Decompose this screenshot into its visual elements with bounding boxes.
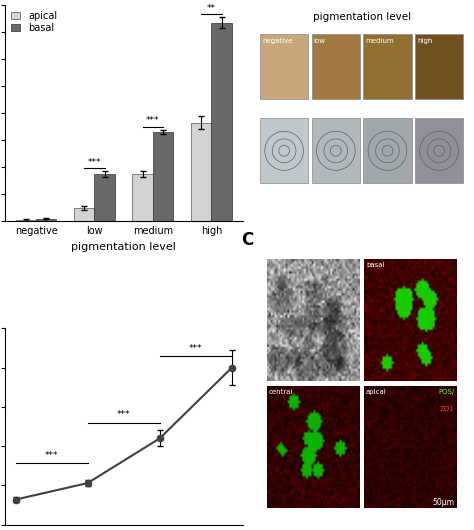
Bar (260, 118, 309, 183)
Text: pigmentation level: pigmentation level (312, 12, 410, 22)
Bar (311, 118, 360, 183)
Text: ZO1: ZO1 (439, 406, 454, 412)
Bar (94, 174, 115, 221)
Bar (132, 174, 153, 221)
Bar (153, 132, 173, 221)
Bar (311, 33, 360, 99)
Bar (36, 218, 56, 221)
Bar (363, 118, 412, 183)
Text: ***: *** (146, 117, 160, 126)
Text: ***: *** (117, 411, 130, 419)
Text: basal: basal (366, 262, 384, 268)
Text: medium: medium (365, 38, 394, 44)
Bar (211, 23, 232, 221)
Legend: apical, basal: apical, basal (7, 7, 61, 37)
Bar (415, 33, 464, 99)
Bar (74, 208, 94, 221)
Text: ***: *** (45, 452, 58, 461)
Text: central: central (269, 389, 293, 395)
Text: **: ** (207, 4, 216, 13)
Bar (415, 118, 464, 183)
Text: ***: *** (189, 344, 202, 353)
Text: 50μm: 50μm (432, 498, 455, 507)
Bar (260, 33, 309, 99)
Text: ***: *** (88, 157, 101, 166)
Text: negative: negative (262, 38, 292, 44)
Text: high: high (417, 38, 432, 44)
X-axis label: pigmentation level: pigmentation level (71, 242, 176, 252)
Text: apical: apical (366, 389, 387, 395)
Bar (191, 123, 211, 221)
Text: low: low (314, 38, 326, 44)
Text: C: C (241, 231, 253, 249)
Bar (363, 33, 412, 99)
Text: POS/: POS/ (438, 389, 454, 395)
Bar (16, 220, 36, 221)
